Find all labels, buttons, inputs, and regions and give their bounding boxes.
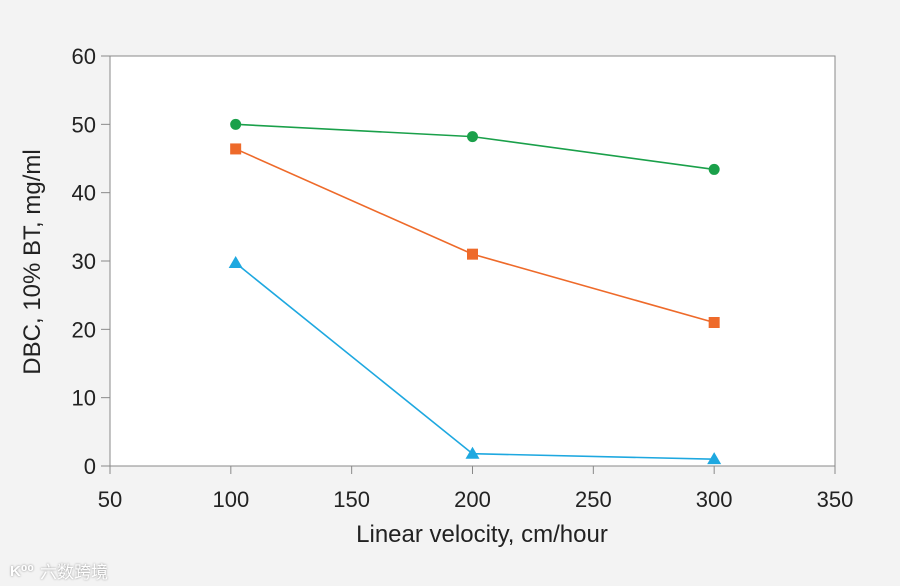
series-layer [228, 118, 722, 465]
x-tick-label: 300 [696, 487, 733, 512]
x-tick-label: 350 [817, 487, 854, 512]
x-tick-label: 100 [212, 487, 249, 512]
series-green [230, 118, 720, 175]
watermark: K⁰⁰ 六数跨境 [10, 558, 108, 583]
data-point-circle [467, 131, 478, 143]
y-axis: 0 10 20 30 40 50 60 [72, 44, 110, 479]
data-point-triangle [465, 446, 480, 459]
plot-area [109, 55, 836, 467]
data-point-square [708, 317, 720, 328]
y-tick-label: 50 [72, 112, 96, 137]
data-point-circle [708, 163, 720, 175]
x-axis-label: Linear velocity, cm/hour [356, 521, 608, 548]
x-tick-label: 150 [333, 487, 370, 512]
y-tick-label: 20 [72, 317, 96, 342]
y-tick-label: 10 [72, 386, 96, 411]
y-tick-label: 30 [72, 249, 96, 274]
data-point-square [230, 143, 242, 155]
x-axis: 50 100 150 200 250 300 350 [98, 466, 854, 512]
data-point-square [467, 248, 478, 260]
watermark-logo: K⁰⁰ [10, 562, 34, 580]
series-orange [230, 143, 720, 328]
watermark-text: 六数跨境 [39, 563, 108, 582]
y-tick-label: 0 [84, 454, 96, 479]
y-tick-label: 60 [72, 44, 96, 69]
x-tick-label: 50 [98, 487, 122, 512]
y-axis-label: DBC, 10% BT, mg/ml [19, 149, 46, 374]
data-point-triangle [707, 452, 722, 465]
x-tick-label: 250 [575, 487, 612, 512]
data-point-circle [230, 118, 242, 130]
data-point-triangle [228, 256, 243, 269]
y-tick-label: 40 [72, 181, 96, 206]
x-tick-label: 200 [454, 487, 491, 512]
series-blue [228, 256, 722, 465]
